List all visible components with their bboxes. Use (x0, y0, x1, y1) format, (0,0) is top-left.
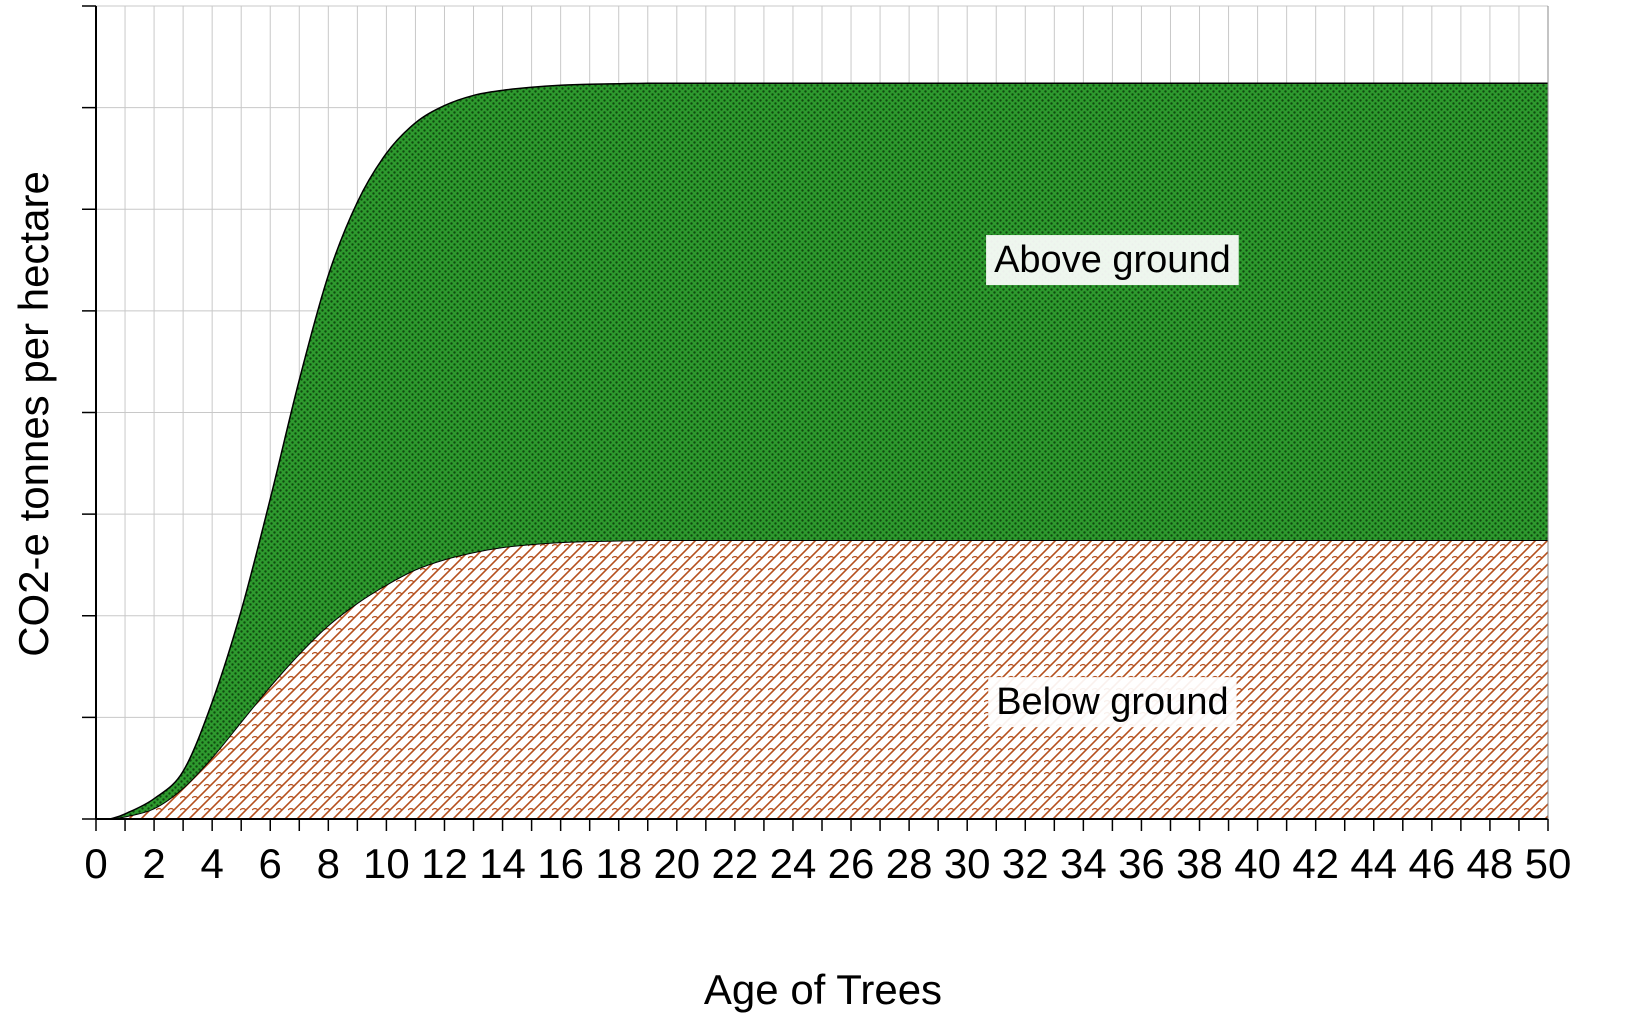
x-axis-title: Age of Trees (704, 966, 942, 1013)
x-tick-label: 4 (200, 840, 223, 887)
annotation-background (986, 235, 1239, 286)
x-tick-label: 28 (886, 840, 933, 887)
x-tick-label: 22 (712, 840, 759, 887)
x-tick-label: 36 (1118, 840, 1165, 887)
x-tick-label: 2 (142, 840, 165, 887)
x-tick-label: 40 (1234, 840, 1281, 887)
label-above-ground: Above ground (994, 239, 1231, 281)
x-tick-label: 14 (479, 840, 526, 887)
area-layer (110, 82, 1548, 820)
x-tick-label: 30 (944, 840, 991, 887)
x-tick-label: 34 (1060, 840, 1107, 887)
line-above-ground-outline (110, 82, 1548, 820)
x-tick-label: 50 (1525, 840, 1572, 887)
y-axis-title: CO2-e tonnes per hectare (10, 171, 57, 657)
x-tick-label: 24 (770, 840, 817, 887)
label-layer: Above ground Below ground (986, 235, 1239, 728)
x-tick-label: 46 (1408, 840, 1455, 887)
x-tick-label: 6 (259, 840, 282, 887)
x-tick-label: 42 (1292, 840, 1339, 887)
area-below-ground (110, 540, 1548, 819)
x-tick-label: 8 (317, 840, 340, 887)
x-tick-label: 32 (1002, 840, 1049, 887)
label-below-ground: Below ground (996, 681, 1228, 723)
x-tick-label: 18 (595, 840, 642, 887)
x-tick-label: 0 (84, 840, 107, 887)
x-tick-label: 20 (653, 840, 700, 887)
x-tick-label: 12 (421, 840, 468, 887)
x-tick-label: 38 (1176, 840, 1223, 887)
x-tick-label: 16 (537, 840, 584, 887)
annotation-background (988, 677, 1237, 728)
x-tick-label: 44 (1350, 840, 1397, 887)
x-tick-label: 26 (828, 840, 875, 887)
line-below-ground-outline (110, 540, 1548, 820)
x-tick-label: 10 (363, 840, 410, 887)
x-tick-label: 48 (1467, 840, 1514, 887)
axes: 0 2 4 6 8 10 12 14 16 18 20 22 24 26 28 30 32 34 36 38 40 42 4… (82, 5, 1572, 887)
